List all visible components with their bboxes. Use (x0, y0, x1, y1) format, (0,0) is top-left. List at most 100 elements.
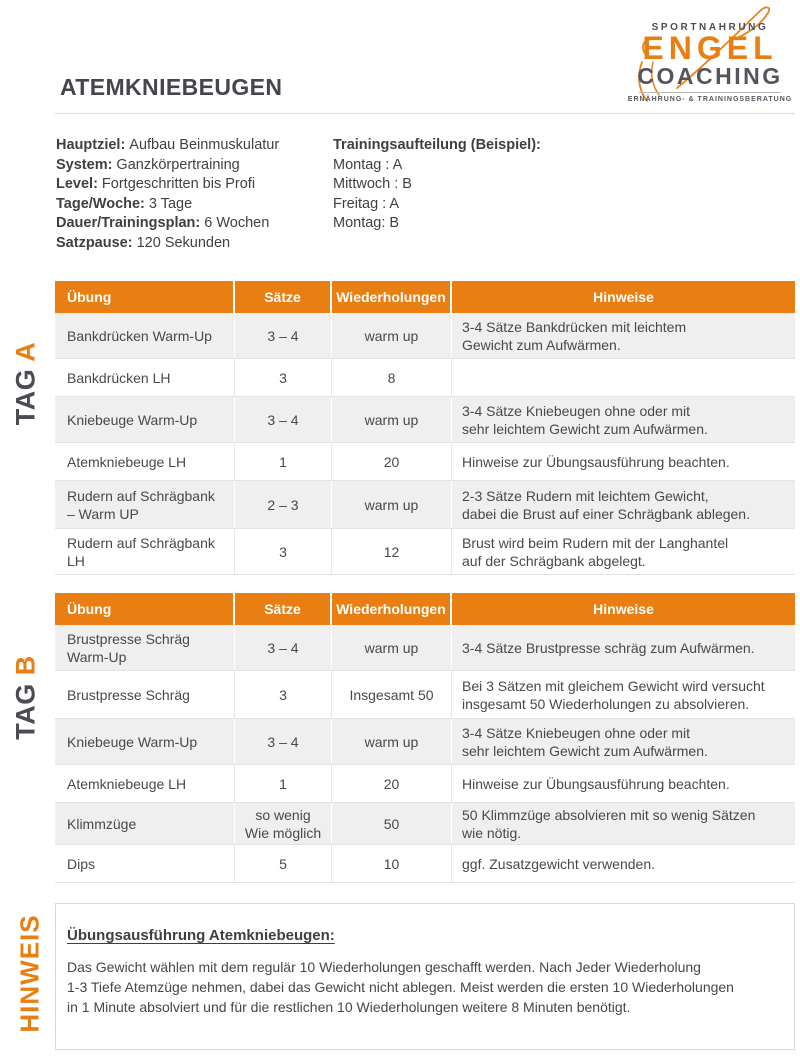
exercise-name: Bankdrücken Warm-Up (55, 313, 235, 358)
info-level: Level: Fortgeschritten bis Profi (56, 176, 256, 193)
reps-value: warm up (332, 313, 452, 358)
exercise-row: Atemkniebeuge LH 1 20 Hinweise zur Übung… (55, 765, 795, 803)
exercise-name: Klimmzüge (55, 803, 235, 844)
exercise-row: Rudern auf Schrägbank LH 3 12 Brust wird… (55, 529, 795, 575)
hinweis-title: Übungsausführung Atemkniebeugen: (67, 927, 335, 944)
reps-value: Insgesamt 50 (332, 671, 452, 718)
exercise-row: Dips 5 10 ggf. Zusatzgewicht verwenden. (55, 845, 795, 883)
notes-text: Brust wird beim Rudern mit der Langhante… (462, 534, 729, 569)
notes-text (452, 359, 795, 396)
brand-logo: SPORTNAHRUNG ENGEL COACHING ERNÄHRUNG- &… (622, 2, 798, 106)
exercise-row: Klimmzüge so wenig Wie möglich 50 50 Kli… (55, 803, 795, 845)
notes-text: Hinweise zur Übungsausführung beachten. (462, 775, 730, 792)
exercise-name: Rudern auf Schrägbank LH (55, 529, 235, 574)
exercise-name: Brustpresse Schräg Warm-Up (55, 625, 235, 670)
notes-text: ggf. Zusatzgewicht verwenden. (462, 855, 655, 872)
split-line: Freitag : A (333, 195, 400, 212)
col-header-hinweise: Hinweise (593, 601, 654, 617)
notes-text: 3-4 Sätze Kniebeugen ohne oder mit sehr … (462, 724, 708, 759)
hinweis-box: Übungsausführung Atemkniebeugen: Das Gew… (55, 903, 795, 1050)
exercise-row: Atemkniebeuge LH 1 20 Hinweise zur Übung… (55, 443, 795, 481)
exercise-name: Rudern auf Schrägbank – Warm UP (55, 481, 235, 528)
reps-value: 20 (332, 765, 452, 802)
col-header-hinweise: Hinweise (593, 289, 654, 305)
notes-text: Hinweise zur Übungsausführung beachten. (462, 453, 730, 470)
exercise-row: Rudern auf Schrägbank – Warm UP 2 – 3 wa… (55, 481, 795, 529)
day-b-table: Übung Sätze Wiederholungen Hinweise Brus… (55, 593, 795, 883)
col-header-wiederholungen: Wiederholungen (332, 593, 452, 625)
training-split: Trainingsaufteilung (Beispiel): Montag :… (333, 136, 541, 234)
day-a-label: TAG A (10, 341, 41, 426)
reps-value: warm up (332, 481, 452, 528)
exercise-name: Dips (55, 845, 235, 882)
exercise-name: Bankdrücken LH (55, 359, 235, 396)
logo-divider (639, 92, 781, 93)
table-header-row: Übung Sätze Wiederholungen Hinweise (55, 281, 795, 313)
exercise-name: Atemkniebeuge LH (55, 765, 235, 802)
reps-value: 8 (332, 359, 452, 396)
exercise-row: Brustpresse Schräg 3 Insgesamt 50 Bei 3 … (55, 671, 795, 719)
exercise-name: Kniebeuge Warm-Up (55, 397, 235, 442)
plan-info-list: Hauptziel: Aufbau Beinmuskulatur System: G… (56, 136, 279, 254)
col-header-uebung: Übung (55, 281, 235, 313)
reps-value: 50 (332, 803, 452, 844)
sets-value: 3 (235, 529, 332, 574)
notes-text: 3-4 Sätze Kniebeugen ohne oder mit sehr … (462, 402, 708, 437)
notes-text: 3-4 Sätze Bankdrücken mit leichtem Gewic… (462, 318, 687, 353)
reps-value: warm up (332, 719, 452, 764)
notes-text: 50 Klimmzüge absolvieren mit so wenig Sä… (462, 806, 756, 841)
sets-value: 3 (235, 671, 332, 718)
split-line: Montag : A (333, 156, 403, 173)
training-split-title: Trainingsaufteilung (Beispiel): (333, 137, 541, 153)
day-a-table: Übung Sätze Wiederholungen Hinweise Bank… (55, 281, 795, 575)
info-system: System: Ganzkörpertraining (56, 156, 240, 173)
sets-value: 1 (235, 765, 332, 802)
logo-sportnahrung-text: SPORTNAHRUNG (651, 22, 769, 33)
sets-value: so wenig Wie möglich (235, 803, 332, 844)
split-line: Montag: B (333, 215, 400, 232)
info-tage-woche: Tage/Woche: 3 Tage (56, 195, 193, 212)
exercise-row: Bankdrücken Warm-Up 3 – 4 warm up 3-4 Sä… (55, 313, 795, 359)
reps-value: warm up (332, 625, 452, 670)
reps-value: 20 (332, 443, 452, 480)
exercise-row: Kniebeuge Warm-Up 3 – 4 warm up 3-4 Sätz… (55, 397, 795, 443)
notes-text: 3-4 Sätze Brustpresse schräg zum Aufwärm… (462, 639, 755, 656)
sets-value: 1 (235, 443, 332, 480)
reps-value: 10 (332, 845, 452, 882)
col-header-saetze: Sätze (235, 593, 332, 625)
col-header-uebung: Übung (55, 593, 235, 625)
notes-text: 2-3 Sätze Rudern mit leichtem Gewicht, d… (462, 487, 750, 522)
exercise-name: Atemkniebeuge LH (55, 443, 235, 480)
sets-value: 3 – 4 (235, 397, 332, 442)
table-header-row: Übung Sätze Wiederholungen Hinweise (55, 593, 795, 625)
notes-text: Bei 3 Sätzen mit gleichem Gewicht wird v… (462, 677, 765, 712)
logo-coaching-text: COACHING (637, 63, 783, 89)
header-divider (55, 113, 795, 114)
split-line: Mittwoch : B (333, 176, 412, 193)
exercise-row: Kniebeuge Warm-Up 3 – 4 warm up 3-4 Sätz… (55, 719, 795, 765)
exercise-row: Brustpresse Schräg Warm-Up 3 – 4 warm up… (55, 625, 795, 671)
sets-value: 5 (235, 845, 332, 882)
sets-value: 3 – 4 (235, 719, 332, 764)
logo-tagline: ERNÄHRUNG- & TRAININGSBERATUNG (627, 96, 793, 103)
hinweis-text: Das Gewicht wählen mit dem regulär 10 Wi… (67, 959, 734, 1015)
sets-value: 3 (235, 359, 332, 396)
reps-value: warm up (332, 397, 452, 442)
hinweis-label: HINWEIS (14, 914, 45, 1033)
exercise-name: Brustpresse Schräg (55, 671, 235, 718)
reps-value: 12 (332, 529, 452, 574)
day-b-label: TAG B (10, 655, 41, 740)
info-dauer: Dauer/Trainingsplan: 6 Wochen (56, 215, 270, 232)
logo-engel-text: ENGEL (642, 30, 778, 66)
sets-value: 3 – 4 (235, 625, 332, 670)
info-hauptziel: Hauptziel: Aufbau Beinmuskulatur (56, 137, 280, 153)
info-satzpause: Satzpause: 120 Sekunden (56, 234, 231, 251)
col-header-wiederholungen: Wiederholungen (332, 281, 452, 313)
sets-value: 3 – 4 (235, 313, 332, 358)
exercise-name: Kniebeuge Warm-Up (55, 719, 235, 764)
col-header-saetze: Sätze (235, 281, 332, 313)
exercise-row: Bankdrücken LH 3 8 (55, 359, 795, 397)
sets-value: 2 – 3 (235, 481, 332, 528)
page-title: ATEMKNIEBEUGEN (60, 74, 283, 100)
